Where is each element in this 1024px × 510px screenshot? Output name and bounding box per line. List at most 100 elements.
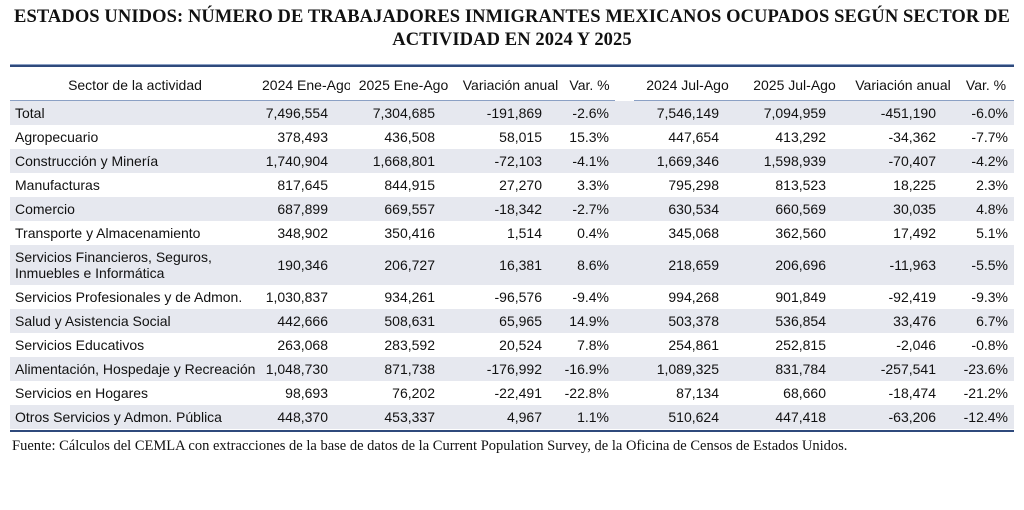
value-2025-jul-ago: 362,560: [775, 225, 826, 241]
table-row: Transporte y Almacenamiento 348,902 350,…: [10, 221, 1014, 245]
sector-cell: Manufacturas: [15, 177, 100, 193]
value-var-pct-2: -9.3%: [971, 289, 1008, 305]
group-gap-cell: [615, 125, 634, 149]
table-row: Alimentación, Hospedaje y Recreación 1,0…: [10, 357, 1014, 381]
column-header-2024-ene-ago: 2024 Ene-Ago: [260, 69, 350, 101]
sector-cell: Salud y Asistencia Social: [10, 309, 260, 333]
value-2024-ene-ago: 817,645: [277, 177, 328, 193]
value-var-pct-2: -0.8%: [971, 337, 1008, 353]
table-bottom-divider: [10, 430, 1014, 432]
value-var-pct-2: -6.0%: [958, 100, 1014, 125]
sector-cell: Total: [10, 100, 260, 125]
column-header-2025-jul-ago: 2025 Jul-Ago: [741, 69, 848, 101]
group-gap-cell: [615, 245, 634, 285]
value-variacion-anual-1: -22,491: [494, 385, 542, 401]
value-var-pct-2: 5.1%: [976, 225, 1008, 241]
value-variacion-anual-2: -63,206: [848, 405, 958, 429]
value-2024-ene-ago: 1,740,904: [260, 149, 350, 173]
column-header-sector: Sector de la actividad: [10, 69, 260, 101]
table-row: Agropecuario 378,493 436,508 58,015 15.3…: [10, 125, 1014, 149]
sector-cell: Alimentación, Hospedaje y Recreación: [10, 357, 260, 381]
value-variacion-anual-2: -451,190: [848, 100, 958, 125]
table-row: Otros Servicios y Admon. Pública 448,370…: [10, 405, 1014, 429]
group-gap-cell: [615, 309, 634, 333]
value-2024-jul-ago: 87,134: [676, 385, 719, 401]
value-variacion-anual-2: -70,407: [848, 149, 958, 173]
column-header-2025-ene-ago: 2025 Ene-Ago: [350, 69, 457, 101]
header-row: Sector de la actividad 2024 Ene-Ago 2025…: [10, 69, 1014, 101]
value-var-pct-2: -12.4%: [958, 405, 1014, 429]
value-2025-jul-ago: 68,660: [783, 385, 826, 401]
value-var-pct-1: 0.4%: [577, 225, 609, 241]
value-var-pct-1: 3.3%: [577, 177, 609, 193]
value-var-pct-1: -9.4%: [572, 289, 609, 305]
value-2024-ene-ago: 98,693: [285, 385, 328, 401]
value-2024-jul-ago: 254,861: [668, 337, 719, 353]
value-variacion-anual-1: -18,342: [457, 197, 564, 221]
value-variacion-anual-2: -257,541: [848, 357, 958, 381]
value-var-pct-2: -4.2%: [958, 149, 1014, 173]
value-2024-jul-ago: 1,089,325: [634, 357, 741, 381]
value-var-pct-2: -21.2%: [963, 385, 1008, 401]
value-variacion-anual-1: -176,992: [457, 357, 564, 381]
value-variacion-anual-2: -11,963: [848, 245, 958, 285]
value-var-pct-2: -23.6%: [958, 357, 1014, 381]
value-var-pct-2: 2.3%: [976, 177, 1008, 193]
value-2025-ene-ago: 350,416: [384, 225, 435, 241]
value-2025-ene-ago: 844,915: [384, 177, 435, 193]
value-variacion-anual-2: 17,492: [893, 225, 936, 241]
value-variacion-anual-1: 1,514: [506, 225, 542, 241]
value-var-pct-1: 8.6%: [564, 245, 615, 285]
value-2024-jul-ago: 447,654: [668, 129, 719, 145]
sector-cell: Servicios en Hogares: [15, 385, 149, 401]
column-header-variacion-anual-2: Variación anual: [848, 69, 958, 101]
value-2025-ene-ago: 76,202: [392, 385, 435, 401]
value-2025-ene-ago: 1,668,801: [350, 149, 457, 173]
sector-cell: Servicios Educativos: [15, 337, 145, 353]
value-variacion-anual-2: -18,474: [888, 385, 936, 401]
column-header-var-pct-2: Var. %: [958, 69, 1014, 101]
value-var-pct-1: 1.1%: [564, 405, 615, 429]
group-gap-cell: [615, 149, 634, 173]
value-2024-ene-ago: 442,666: [260, 309, 350, 333]
value-2024-jul-ago: 630,534: [634, 197, 741, 221]
group-gap-cell: [615, 381, 634, 405]
sector-cell: Transporte y Almacenamiento: [15, 225, 201, 241]
value-2025-jul-ago: 831,784: [741, 357, 848, 381]
value-variacion-anual-1: 27,270: [499, 177, 542, 193]
value-2025-jul-ago: 536,854: [741, 309, 848, 333]
value-2025-ene-ago: 508,631: [350, 309, 457, 333]
column-header-2024-jul-ago: 2024 Jul-Ago: [634, 69, 741, 101]
value-variacion-anual-1: 16,381: [457, 245, 564, 285]
value-var-pct-1: -2.6%: [564, 100, 615, 125]
column-group-gap: [615, 69, 634, 101]
value-2025-jul-ago: 413,292: [775, 129, 826, 145]
value-2024-ene-ago: 348,902: [277, 225, 328, 241]
value-variacion-anual-2: 18,225: [893, 177, 936, 193]
value-variacion-anual-2: -34,362: [888, 129, 936, 145]
value-var-pct-1: 15.3%: [569, 129, 609, 145]
value-2025-ene-ago: 206,727: [350, 245, 457, 285]
value-2024-jul-ago: 503,378: [634, 309, 741, 333]
value-variacion-anual-2: -92,419: [888, 289, 936, 305]
value-2024-jul-ago: 795,298: [668, 177, 719, 193]
value-var-pct-1: -4.1%: [564, 149, 615, 173]
value-2024-ene-ago: 1,030,837: [265, 289, 328, 305]
source-note: Fuente: Cálculos del CEMLA con extraccio…: [12, 438, 848, 454]
value-2025-jul-ago: 252,815: [775, 337, 826, 353]
group-gap-cell: [615, 197, 634, 221]
group-gap-cell: [615, 100, 634, 125]
table-row: Servicios Profesionales y de Admon. 1,03…: [10, 285, 1014, 309]
value-2024-ene-ago: 7,496,554: [260, 100, 350, 125]
value-var-pct-1: 14.9%: [564, 309, 615, 333]
value-var-pct-2: -7.7%: [971, 129, 1008, 145]
title-divider: [10, 64, 1014, 67]
table-row: Comercio 687,899 669,557 -18,342 -2.7% 6…: [10, 197, 1014, 221]
sector-cell: Otros Servicios y Admon. Pública: [10, 405, 260, 429]
value-2024-jul-ago: 510,624: [634, 405, 741, 429]
value-variacion-anual-1: 20,524: [499, 337, 542, 353]
group-gap-cell: [615, 285, 634, 309]
value-variacion-anual-1: -96,576: [494, 289, 542, 305]
value-variacion-anual-2: 30,035: [848, 197, 958, 221]
